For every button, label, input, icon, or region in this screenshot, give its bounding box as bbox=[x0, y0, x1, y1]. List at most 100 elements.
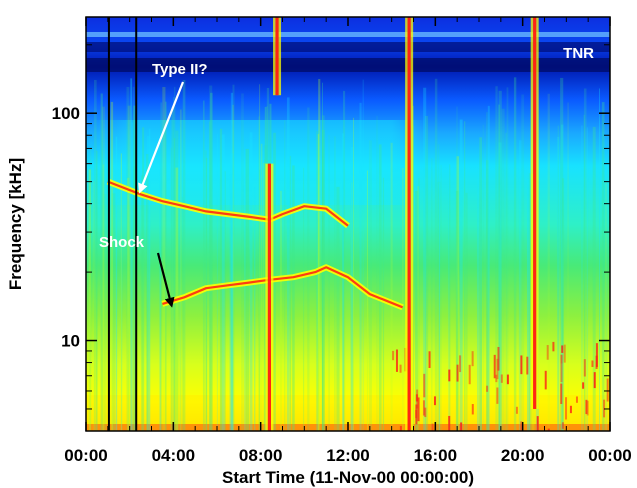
texture-speckle bbox=[586, 400, 589, 416]
texture-streak bbox=[449, 164, 451, 431]
texture-streak bbox=[353, 117, 355, 431]
texture-streak bbox=[120, 153, 122, 431]
x-tick-label: 08:00 bbox=[239, 446, 282, 465]
texture-streak bbox=[583, 88, 587, 431]
texture-speckle bbox=[448, 369, 451, 382]
texture-streak bbox=[307, 107, 310, 431]
texture-speckle bbox=[486, 385, 489, 392]
texture-streak bbox=[479, 137, 483, 431]
texture-streak bbox=[557, 125, 559, 431]
texture-streak bbox=[415, 190, 418, 431]
texture-speckle bbox=[471, 351, 474, 367]
texture-streak bbox=[112, 193, 116, 431]
texture-streak bbox=[141, 175, 143, 431]
texture-streak bbox=[103, 193, 107, 431]
texture-streak bbox=[459, 119, 463, 431]
texture-streak bbox=[434, 78, 438, 431]
texture-streak bbox=[562, 178, 565, 431]
texture-streak bbox=[133, 105, 136, 431]
texture-streak bbox=[560, 124, 564, 431]
y-axis-title: Frequency [kHz] bbox=[6, 158, 25, 290]
data-gaps bbox=[107, 17, 138, 431]
texture-streak bbox=[317, 134, 319, 431]
texture-speckle bbox=[552, 341, 555, 352]
texture-streak bbox=[205, 157, 208, 431]
texture-speckle bbox=[496, 358, 499, 380]
texture-speckle bbox=[460, 422, 463, 431]
texture-streak bbox=[350, 146, 354, 431]
texture-streak bbox=[601, 102, 605, 431]
texture-speckle bbox=[416, 389, 419, 409]
texture-speckle bbox=[544, 370, 547, 390]
texture-speckle bbox=[496, 387, 499, 404]
texture-streak bbox=[336, 186, 340, 431]
texture-streak bbox=[100, 93, 103, 431]
texture-streak bbox=[486, 160, 489, 431]
texture-streak bbox=[262, 163, 267, 431]
texture-speckle bbox=[468, 364, 471, 385]
texture-speckle bbox=[433, 396, 436, 406]
texture-streak bbox=[165, 101, 167, 431]
texture-streak bbox=[592, 126, 596, 431]
texture-streak bbox=[260, 143, 263, 431]
texture-streak bbox=[179, 127, 182, 431]
texture-streak bbox=[605, 181, 607, 431]
texture-streak bbox=[93, 79, 97, 431]
texture-streak bbox=[132, 86, 135, 431]
texture-streak bbox=[208, 121, 211, 431]
texture-streak bbox=[127, 105, 131, 431]
type-ii-lane bbox=[107, 180, 349, 227]
texture-streak bbox=[258, 116, 260, 431]
texture-speckle bbox=[582, 382, 585, 389]
texture-speckle bbox=[569, 405, 572, 414]
annotation-arrow bbox=[138, 81, 185, 194]
texture-streak bbox=[495, 86, 498, 431]
texture-streak bbox=[605, 191, 608, 431]
texture-speckle bbox=[560, 362, 563, 383]
texture-speckle bbox=[392, 350, 395, 361]
texture-speckle bbox=[428, 351, 431, 368]
texture-streak bbox=[437, 181, 441, 431]
texture-streak bbox=[334, 136, 336, 431]
texture-streak bbox=[527, 178, 531, 431]
texture-speckle bbox=[459, 355, 462, 373]
texture-speckle bbox=[415, 394, 418, 402]
texture-streak bbox=[88, 169, 91, 431]
texture-streak bbox=[513, 77, 517, 431]
texture-streak bbox=[280, 190, 282, 431]
texture-streak bbox=[342, 133, 344, 431]
texture-streak bbox=[547, 93, 550, 431]
texture-streak bbox=[162, 86, 166, 431]
texture-streak bbox=[232, 104, 234, 431]
y-tick-label: 10 bbox=[61, 332, 80, 351]
texture-streak bbox=[174, 86, 176, 431]
texture-speckle bbox=[595, 343, 598, 367]
texture-streak bbox=[243, 185, 246, 431]
texture-streak bbox=[448, 179, 450, 431]
texture-streak bbox=[230, 153, 234, 431]
shock-lane bbox=[162, 266, 404, 309]
x-tick-label: 12:00 bbox=[326, 446, 369, 465]
texture-streak bbox=[342, 90, 346, 431]
x-tick-label: 00:00 bbox=[64, 446, 107, 465]
texture-streak bbox=[518, 140, 522, 431]
texture-speckle bbox=[606, 378, 609, 402]
x-tick-label: 20:00 bbox=[501, 446, 544, 465]
texture-streak bbox=[412, 125, 414, 431]
texture-streak bbox=[498, 90, 502, 431]
texture-speckle bbox=[515, 406, 518, 414]
texture-streak bbox=[127, 177, 130, 431]
texture-streak bbox=[351, 182, 353, 431]
texture-streak bbox=[110, 101, 114, 431]
texture-streak bbox=[423, 87, 427, 431]
texture-speckle bbox=[583, 359, 586, 377]
x-axis-title: Start Time (11-Nov-00 00:00:00) bbox=[222, 468, 474, 487]
texture-speckle bbox=[417, 397, 420, 422]
texture-speckle bbox=[561, 345, 564, 353]
texture-speckle bbox=[536, 416, 539, 431]
texture-streak bbox=[465, 192, 468, 431]
axis-ticks bbox=[85, 17, 611, 432]
texture-streak bbox=[376, 115, 378, 431]
texture-streak bbox=[173, 138, 176, 431]
